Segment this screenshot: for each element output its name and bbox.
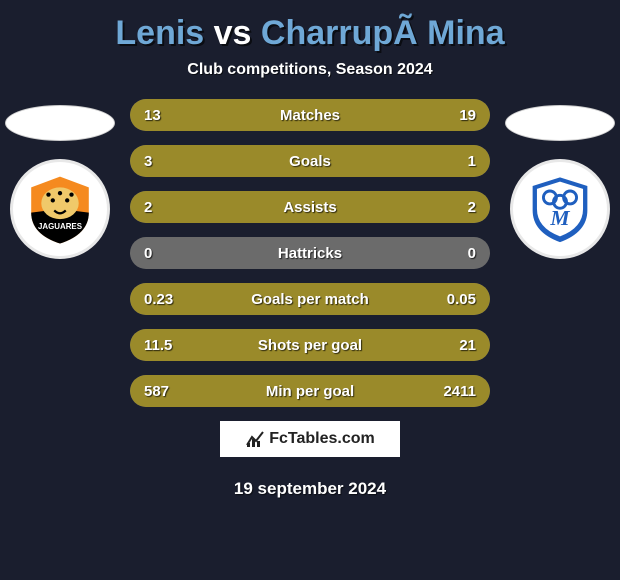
- stat-right-value: 1: [410, 153, 490, 170]
- stat-row: 11.5Shots per goal21: [130, 329, 490, 361]
- left-flag-icon: [5, 105, 115, 141]
- stat-right-value: 21: [410, 337, 490, 354]
- stat-left-value: 2: [130, 199, 210, 216]
- jaguares-logo-icon: JAGUARES: [24, 173, 96, 245]
- stat-left-value: 13: [130, 107, 210, 124]
- stat-label: Goals per match: [210, 291, 410, 308]
- player1-name: Lenis: [115, 14, 204, 52]
- stat-row: 3Goals1: [130, 145, 490, 177]
- subtitle: Club competitions, Season 2024: [10, 61, 610, 79]
- stat-right-value: 2: [410, 199, 490, 216]
- player2-name: CharrupÃ­ Mina: [261, 14, 505, 52]
- date-text: 19 september 2024: [10, 479, 610, 499]
- millonarios-logo-icon: M: [524, 173, 596, 245]
- left-badge-column: JAGUARES: [0, 105, 120, 259]
- stat-label: Goals: [210, 153, 410, 170]
- stat-label: Hattricks: [210, 245, 410, 262]
- stat-label: Assists: [210, 199, 410, 216]
- stat-label: Shots per goal: [210, 337, 410, 354]
- comparison-card: Lenis vs CharrupÃ­ Mina Club competition…: [0, 0, 620, 580]
- stat-right-value: 0: [410, 245, 490, 262]
- stat-label: Min per goal: [210, 383, 410, 400]
- stat-row: 0Hattricks0: [130, 237, 490, 269]
- stat-row: 2Assists2: [130, 191, 490, 223]
- stat-row: 0.23Goals per match0.05: [130, 283, 490, 315]
- stat-label: Matches: [210, 107, 410, 124]
- stat-right-value: 0.05: [410, 291, 490, 308]
- stat-left-value: 11.5: [130, 337, 210, 354]
- right-club-badge: M: [510, 159, 610, 259]
- brand-chart-icon: [245, 429, 265, 449]
- brand-text: FcTables.com: [269, 430, 375, 448]
- stat-right-value: 2411: [410, 383, 490, 400]
- right-flag-icon: [505, 105, 615, 141]
- stat-row: 587Min per goal2411: [130, 375, 490, 407]
- stat-right-value: 19: [410, 107, 490, 124]
- stat-row: 13Matches19: [130, 99, 490, 131]
- stat-left-value: 0.23: [130, 291, 210, 308]
- stat-left-value: 587: [130, 383, 210, 400]
- vs-text: vs: [204, 14, 261, 52]
- stats-table: 13Matches193Goals12Assists20Hattricks00.…: [130, 99, 490, 407]
- page-title: Lenis vs CharrupÃ­ Mina: [10, 14, 610, 53]
- stat-left-value: 3: [130, 153, 210, 170]
- stat-left-value: 0: [130, 245, 210, 262]
- svg-text:M: M: [549, 206, 570, 230]
- left-club-badge: JAGUARES: [10, 159, 110, 259]
- right-badge-column: M: [500, 105, 620, 259]
- brand-badge[interactable]: FcTables.com: [220, 421, 400, 457]
- svg-text:JAGUARES: JAGUARES: [38, 222, 82, 231]
